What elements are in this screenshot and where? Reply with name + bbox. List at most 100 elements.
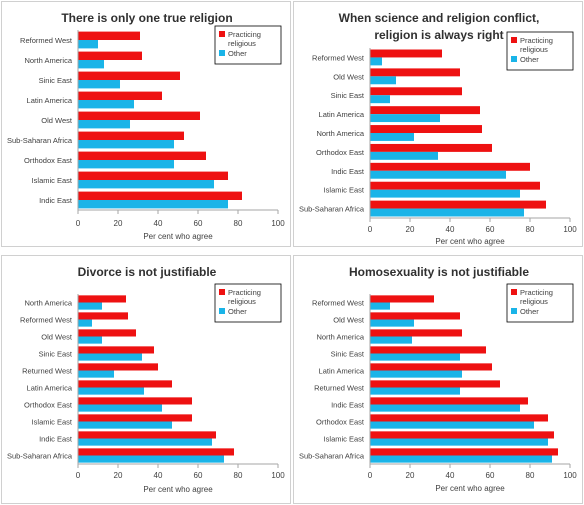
category-label: Returned West xyxy=(22,367,73,376)
bar-practicing xyxy=(78,131,184,140)
x-tick-label: 40 xyxy=(446,471,455,480)
bar-other xyxy=(370,421,534,429)
legend-label-other: Other xyxy=(520,55,539,64)
x-tick-label: 100 xyxy=(271,471,285,480)
category-label: Islamic East xyxy=(32,176,73,185)
bar-practicing xyxy=(370,49,442,58)
bar-practicing xyxy=(370,363,492,371)
bar-other xyxy=(370,353,460,361)
bar-other xyxy=(370,336,412,344)
chart-panel-science-religion: When science and religion conflict, relig… xyxy=(293,1,583,247)
bar-practicing xyxy=(370,431,554,439)
chart-svg: There is only one true religion Reformed … xyxy=(7,11,285,241)
x-tick-label: 100 xyxy=(563,225,577,234)
bar-other xyxy=(78,353,142,361)
x-tick-label: 0 xyxy=(76,219,81,228)
chart-svg: When science and religion conflict, relig… xyxy=(299,11,577,246)
x-tick-label: 20 xyxy=(406,471,415,480)
bar-practicing xyxy=(78,312,128,320)
category-label: Sinic East xyxy=(331,350,365,359)
legend-label-other: Other xyxy=(228,307,247,316)
bar-practicing xyxy=(78,295,126,303)
bar-practicing xyxy=(78,414,192,422)
legend-box xyxy=(506,31,574,71)
bar-practicing xyxy=(370,87,462,96)
legend-box xyxy=(214,283,282,323)
legend-label-other: Other xyxy=(520,307,539,316)
legend-swatch-practicing xyxy=(511,289,517,295)
legend-label-practicing: religious xyxy=(520,45,548,54)
x-tick-label: 80 xyxy=(526,225,535,234)
bar-practicing xyxy=(78,171,228,180)
legend-label-practicing: Practicing xyxy=(228,30,261,39)
legend-box xyxy=(214,25,282,65)
category-label: Old West xyxy=(333,316,365,325)
legend-label-practicing: religious xyxy=(228,297,256,306)
category-label: Sub-Saharan Africa xyxy=(299,452,365,461)
category-label: Indic East xyxy=(39,196,73,205)
legend-swatch-other xyxy=(219,50,225,56)
category-label: Indic East xyxy=(331,167,365,176)
bar-practicing xyxy=(78,380,172,388)
chart-title: When science and religion conflict, xyxy=(339,11,540,25)
category-label: North America xyxy=(24,299,72,308)
bar-other xyxy=(370,319,414,327)
bar-other xyxy=(370,387,460,395)
bar-other xyxy=(370,114,440,123)
category-label: Indic East xyxy=(331,401,365,410)
bar-practicing xyxy=(370,414,548,422)
legend-label-practicing: Practicing xyxy=(520,288,553,297)
bar-other xyxy=(78,319,92,327)
bar-other xyxy=(370,170,506,179)
chart-panel-divorce: Divorce is not justifiable North America R… xyxy=(1,255,291,504)
bar-practicing xyxy=(78,431,216,439)
x-axis-label: Per cent who agree xyxy=(435,237,505,246)
bar-other xyxy=(78,200,228,209)
x-tick-label: 100 xyxy=(271,219,285,228)
legend-label-practicing: Practicing xyxy=(520,36,553,45)
x-tick-label: 60 xyxy=(194,219,203,228)
x-tick-label: 80 xyxy=(234,471,243,480)
bar-other xyxy=(78,100,134,109)
category-label: Sinic East xyxy=(39,350,73,359)
chart-panel-true-religion: There is only one true religion Reformed … xyxy=(1,1,291,247)
bar-other xyxy=(370,208,524,217)
bar-practicing xyxy=(370,125,482,133)
category-label: Latin America xyxy=(319,110,365,119)
chart-panel-homosexuality: Homosexuality is not justifiable Reformed… xyxy=(293,255,583,504)
bar-other xyxy=(370,57,382,66)
bar-other xyxy=(370,151,438,160)
bar-practicing xyxy=(78,151,206,160)
bar-other xyxy=(78,370,114,378)
bar-other xyxy=(78,40,98,49)
x-tick-label: 40 xyxy=(154,471,163,480)
bar-other xyxy=(78,80,120,89)
x-tick-label: 0 xyxy=(368,471,373,480)
bar-other xyxy=(370,404,520,412)
bar-practicing xyxy=(370,397,528,405)
x-tick-label: 20 xyxy=(114,219,123,228)
bar-practicing xyxy=(78,363,158,371)
bar-practicing xyxy=(370,380,500,388)
chart-svg: Homosexuality is not justifiable Reformed… xyxy=(299,265,577,493)
chart-title: Homosexuality is not justifiable xyxy=(349,265,529,279)
legend-label-practicing: Practicing xyxy=(228,288,261,297)
x-tick-label: 0 xyxy=(76,471,81,480)
x-tick-label: 80 xyxy=(234,219,243,228)
bar-practicing xyxy=(78,71,180,80)
legend-swatch-other xyxy=(219,308,225,314)
bar-practicing xyxy=(370,143,492,152)
category-label: Orthodox East xyxy=(316,148,365,157)
legend-label-practicing: religious xyxy=(520,297,548,306)
bar-other xyxy=(78,302,102,310)
legend-swatch-other xyxy=(511,308,517,314)
bar-other xyxy=(78,336,102,344)
bar-other xyxy=(78,387,144,395)
chart-svg: Divorce is not justifiable North America R… xyxy=(7,265,285,494)
category-label: Returned West xyxy=(314,384,365,393)
legend-swatch-practicing xyxy=(511,37,517,43)
category-label: Old West xyxy=(333,72,365,81)
x-tick-label: 40 xyxy=(446,225,455,234)
bar-other xyxy=(370,76,396,85)
